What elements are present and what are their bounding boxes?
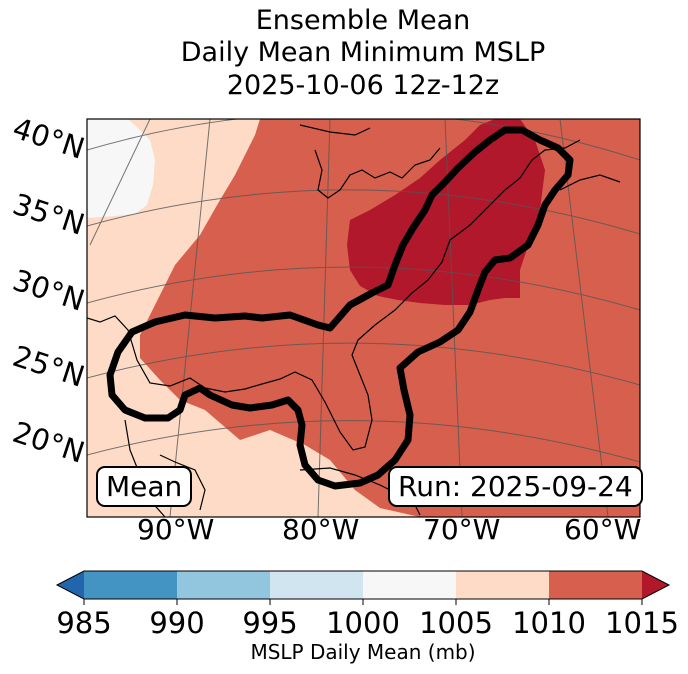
colorbar-over: [642, 571, 669, 599]
lat-line-35: [87, 189, 640, 235]
colorbar-under: [57, 571, 84, 599]
lat-line-25: [87, 342, 640, 386]
aoi-contour: [106, 126, 574, 490]
colorbar-990-995: [177, 571, 270, 599]
colorbar-tick-990: 990: [149, 606, 205, 640]
colorbar-tick-1005: 1005: [419, 606, 493, 640]
mean-box: Mean: [96, 466, 193, 507]
colorbar-tick-995: 995: [242, 606, 298, 640]
title-line-3: 2025-10-06 12z-12z: [226, 70, 500, 101]
gulf-coast: [87, 139, 581, 451]
colorbar-1000-1005: [363, 571, 456, 599]
nova-scotia: [559, 174, 621, 191]
lon-label-90: 90°W: [137, 513, 215, 546]
colorbar-995-1000: [270, 571, 363, 599]
colorbar-985-990: [84, 571, 177, 599]
yucatan: [159, 454, 206, 511]
colorbar-tick-1015: 1015: [605, 606, 679, 640]
title-line-1: Ensemble Mean: [255, 5, 471, 36]
map-frame: [86, 118, 641, 518]
colorbar: [55, 570, 671, 605]
colorbar-tick-985: 985: [56, 606, 112, 640]
title-line-2: Daily Mean Minimum MSLP: [180, 37, 546, 68]
lon-line-100: [89, 119, 151, 246]
lon-line-70: [444, 119, 463, 517]
colorbar-1005-1010: [456, 571, 549, 599]
lon-label-70: 70°W: [423, 513, 501, 546]
run-date-box: Run: 2025-09-24: [388, 466, 643, 507]
colorbar-1010-1015: [549, 571, 642, 599]
colorbar-label: MSLP Daily Mean (mb): [250, 640, 476, 664]
great-lakes: [299, 124, 441, 199]
lon-label-80: 80°W: [282, 513, 360, 546]
colorbar-ticks: [83, 599, 643, 605]
colorbar-tick-1010: 1010: [512, 606, 586, 640]
lat-line-30: [87, 266, 640, 311]
lat-line-20: [87, 420, 640, 463]
map-panel: [87, 119, 640, 517]
lon-line-80: [317, 119, 331, 517]
colorbar-tick-1000: 1000: [326, 606, 400, 640]
lon-label-60: 60°W: [564, 513, 642, 546]
